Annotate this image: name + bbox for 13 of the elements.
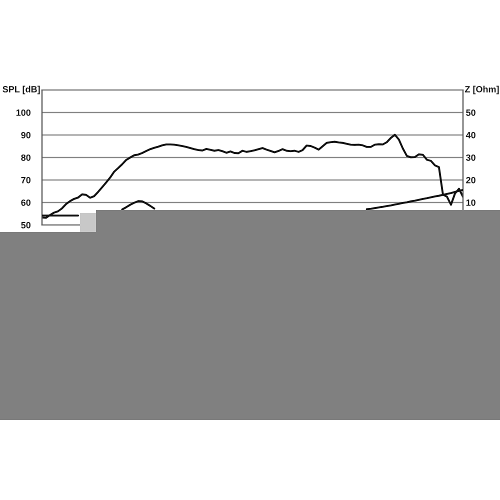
y2-tick-label: 20 <box>466 176 476 184</box>
y-axis-title: SPL [dB] <box>2 86 40 94</box>
y-tick-label: 60 <box>21 199 31 206</box>
y-tick-label: 50 <box>21 222 31 228</box>
y2-tick-label: 40 <box>466 132 476 138</box>
y2-tick-label: 30 <box>466 154 476 161</box>
y-tick-label: 100 <box>16 109 31 116</box>
y-tick-label: 90 <box>21 132 31 138</box>
y-tick-label: 80 <box>21 154 31 161</box>
y2-tick-label: 10 <box>466 199 476 206</box>
y-tick-label: 70 <box>21 176 31 184</box>
y2-axis-title: Z [Ohm] <box>464 86 499 94</box>
y2-tick-label: 50 <box>466 109 476 116</box>
